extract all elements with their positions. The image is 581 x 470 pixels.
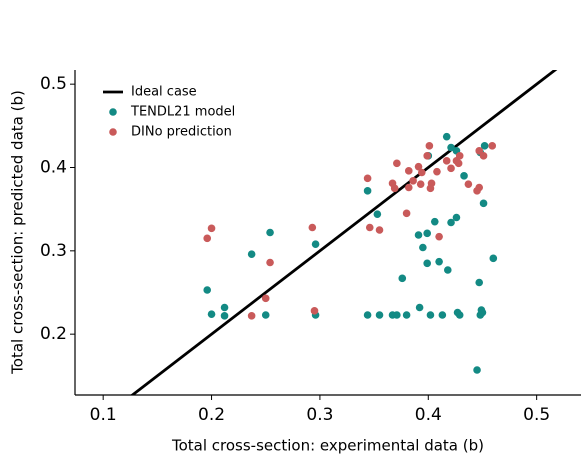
point xyxy=(475,147,484,155)
point xyxy=(247,250,256,258)
legend-marker xyxy=(109,108,117,116)
point xyxy=(489,254,498,263)
point xyxy=(480,142,489,150)
point xyxy=(266,258,274,267)
point xyxy=(308,223,317,232)
point xyxy=(488,142,497,150)
plot-area xyxy=(130,70,558,395)
point xyxy=(479,152,488,160)
point xyxy=(475,183,484,192)
point xyxy=(398,274,407,283)
point xyxy=(443,266,452,274)
point xyxy=(363,174,372,183)
point xyxy=(414,162,423,171)
legend-label: Ideal case xyxy=(131,85,197,100)
point xyxy=(435,257,443,266)
point xyxy=(473,366,481,374)
point xyxy=(416,180,425,188)
legend-label: DINo prediction xyxy=(131,125,232,140)
point xyxy=(464,180,473,188)
point xyxy=(452,213,461,222)
x-tick-label: 0.5 xyxy=(523,405,550,425)
point xyxy=(442,132,451,141)
point xyxy=(442,157,451,165)
y-tick-label: 0.2 xyxy=(40,324,67,344)
point xyxy=(423,229,431,238)
point xyxy=(207,224,216,233)
x-tick-label: 0.2 xyxy=(198,405,225,425)
point xyxy=(455,152,464,160)
point xyxy=(310,307,319,315)
point xyxy=(220,303,229,312)
point xyxy=(220,312,229,320)
point xyxy=(375,311,384,319)
point xyxy=(414,231,423,239)
point xyxy=(402,311,411,319)
point xyxy=(460,172,468,180)
point xyxy=(373,210,382,218)
point xyxy=(409,177,417,185)
point xyxy=(419,243,427,252)
point xyxy=(261,311,270,319)
point xyxy=(426,311,435,319)
point xyxy=(435,232,443,241)
y-axis-label: Total cross-section: predicted data (b) xyxy=(9,90,27,375)
legend-label: TENDL21 model xyxy=(130,105,235,120)
point xyxy=(402,209,411,218)
point xyxy=(425,142,434,150)
point xyxy=(447,218,455,227)
point xyxy=(393,159,401,168)
point xyxy=(207,310,216,318)
point xyxy=(478,308,487,317)
point xyxy=(375,226,384,234)
point xyxy=(479,199,488,208)
point xyxy=(393,311,401,319)
point xyxy=(454,159,463,168)
x-tick-label: 0.1 xyxy=(90,405,117,425)
point xyxy=(266,228,274,237)
point xyxy=(404,183,413,192)
point xyxy=(438,311,447,319)
point xyxy=(261,294,270,303)
point xyxy=(447,164,455,173)
y-tick-label: 0.3 xyxy=(40,241,67,261)
point xyxy=(203,234,212,243)
point xyxy=(363,187,372,195)
point xyxy=(430,217,439,226)
point xyxy=(423,259,431,268)
point xyxy=(475,278,484,287)
point xyxy=(433,167,441,176)
y-tick-label: 0.5 xyxy=(40,74,67,94)
point xyxy=(415,303,424,312)
x-tick-label: 0.3 xyxy=(306,405,333,425)
ideal-line xyxy=(130,70,558,395)
legend-marker xyxy=(109,128,117,136)
point xyxy=(311,240,320,248)
point xyxy=(365,223,374,232)
point xyxy=(455,311,464,319)
x-axis-label: Total cross-section: experimental data (… xyxy=(171,437,484,455)
point xyxy=(363,311,372,319)
x-tick-label: 0.4 xyxy=(415,405,442,425)
point xyxy=(203,286,212,294)
point xyxy=(423,152,431,160)
point xyxy=(390,184,399,193)
point xyxy=(247,312,256,320)
point xyxy=(427,179,436,188)
point xyxy=(417,168,426,177)
point xyxy=(404,167,413,175)
y-tick-label: 0.4 xyxy=(40,158,67,178)
